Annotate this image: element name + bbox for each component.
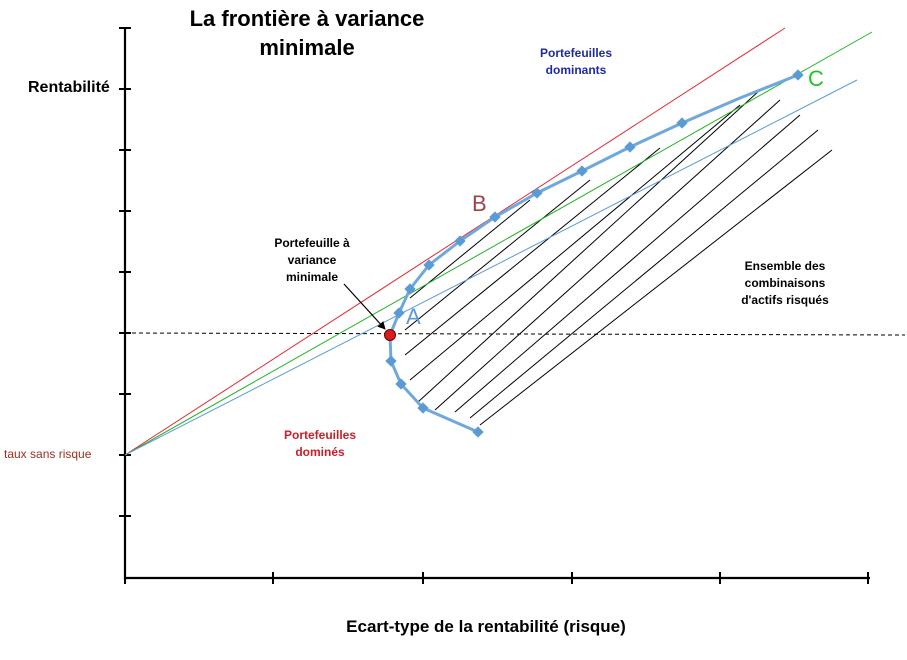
point-C-label: C xyxy=(808,66,824,91)
dominant-portfolios-label-line1: Portefeuilles xyxy=(540,46,612,60)
x-axis-label: Ecart-type de la rentabilité (risque) xyxy=(346,617,626,636)
risky-assets-hatching xyxy=(404,89,833,426)
risky-set-label-line3: d'actifs risqués xyxy=(741,293,829,307)
min-variance-return-dashed-line xyxy=(124,332,906,336)
efficient-frontier-curve xyxy=(388,73,799,434)
line-through-A-blue xyxy=(124,79,858,456)
min-variance-portfolio-dot xyxy=(384,329,396,341)
risky-set-label-line2: combinaisons xyxy=(745,276,826,290)
x-axis-ticks xyxy=(124,572,869,584)
min-variance-label-line2: variance xyxy=(288,253,337,267)
dominated-portfolios-label-line2: dominés xyxy=(295,445,345,459)
point-A-label: A xyxy=(406,304,421,329)
tangent-line-green xyxy=(124,31,873,456)
frontier-markers xyxy=(385,69,804,438)
y-axis-label: Rentabilité xyxy=(28,79,110,96)
diagram-title-line1: La frontière à variance xyxy=(190,6,425,31)
min-variance-arrow xyxy=(343,283,386,330)
dominated-portfolios-label-line1: Portefeuilles xyxy=(284,428,356,442)
dominant-portfolios-label-line2: dominants xyxy=(546,63,607,77)
y-axis-ticks xyxy=(119,27,131,517)
point-B-label: B xyxy=(472,191,487,216)
risk-free-rate-label: taux sans risque xyxy=(4,447,92,461)
diagram-title-line2: minimale xyxy=(259,35,354,60)
min-variance-label-line3: minimale xyxy=(286,270,338,284)
risky-set-label-line1: Ensemble des xyxy=(745,259,826,273)
min-variance-label-line1: Portefeuille à xyxy=(274,236,350,250)
